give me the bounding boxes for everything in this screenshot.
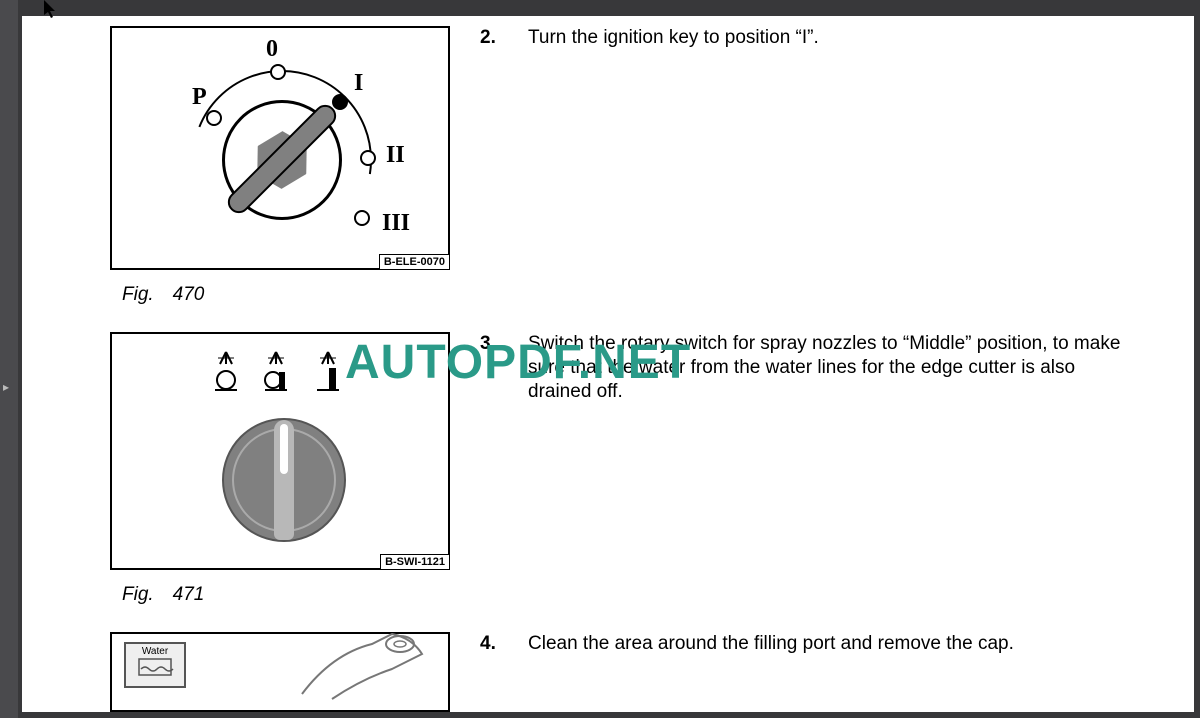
- figure-471-code: B-SWI-1121: [380, 554, 450, 570]
- ignition-pos-i: I: [354, 70, 363, 97]
- ignition-pos-0: 0: [266, 36, 278, 63]
- nozzle-icon-left: [212, 350, 240, 392]
- sidebar-expand-icon[interactable]: ▸: [3, 380, 9, 394]
- step-4-number: 4.: [480, 632, 502, 656]
- figure-471-caption: Fig. 471: [122, 584, 450, 606]
- step-2-text: Turn the ignition key to position “I”.: [528, 26, 819, 50]
- filling-port-sketch: [292, 624, 442, 712]
- step-2-text-block: 2. Turn the ignition key to position “I”…: [480, 26, 1134, 50]
- row-step-4: Water 4. Clean the area around the filli…: [110, 632, 1134, 712]
- figure-472-box-partial: Water: [110, 632, 450, 712]
- ignition-pos-p: P: [192, 84, 207, 111]
- water-wave-icon: [135, 657, 175, 677]
- step-4-text: Clean the area around the filling port a…: [528, 632, 1014, 656]
- figure-472-column: Water: [110, 632, 450, 712]
- step-2-number: 2.: [480, 26, 502, 50]
- mouse-cursor: [44, 0, 58, 23]
- figure-470-code: B-ELE-0070: [379, 254, 450, 270]
- water-tank-label-text: Water: [126, 646, 184, 657]
- ignition-pos-ii: II: [386, 142, 405, 169]
- ignition-pos-iii: III: [382, 210, 410, 237]
- step-4-text-block: 4. Clean the area around the filling por…: [480, 632, 1134, 656]
- nozzle-icon-middle: [262, 350, 290, 392]
- nozzle-icon-right: [314, 350, 342, 392]
- ignition-key-diagram: P 0 I II III: [182, 50, 382, 250]
- watermark-text: AUTOPDF.NET: [345, 335, 691, 390]
- figure-470-caption: Fig. 470: [122, 284, 450, 306]
- figure-470-column: P 0 I II III B-ELE-0070 Fig. 470: [110, 26, 450, 332]
- row-step-2: P 0 I II III B-ELE-0070 Fig. 470 2. Turn…: [110, 26, 1134, 332]
- pdf-sidebar-rail[interactable]: ▸: [0, 0, 18, 718]
- figure-470-box: P 0 I II III B-ELE-0070: [110, 26, 450, 270]
- water-tank-label: Water: [124, 642, 186, 688]
